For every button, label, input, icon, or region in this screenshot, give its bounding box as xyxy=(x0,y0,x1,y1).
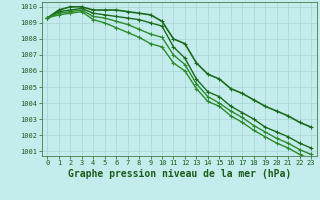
X-axis label: Graphe pression niveau de la mer (hPa): Graphe pression niveau de la mer (hPa) xyxy=(68,169,291,179)
